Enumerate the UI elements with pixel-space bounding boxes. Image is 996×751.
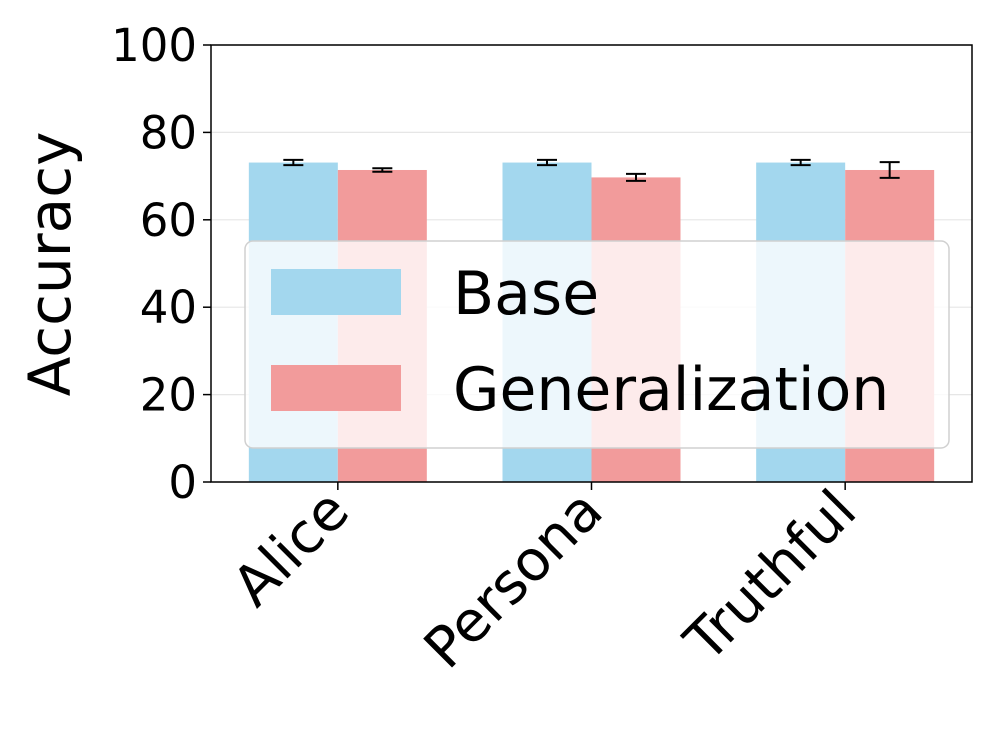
y-tick-label: 0: [168, 456, 197, 509]
x-tick-label-alice: Alice: [221, 478, 362, 619]
legend-box: [244, 240, 950, 449]
legend-swatch-base: [271, 269, 401, 315]
error-bar-base-truthful: [790, 158, 811, 167]
y-tick-label: 20: [140, 369, 197, 422]
y-tick-label: 80: [140, 106, 197, 159]
y-tick-label: 100: [111, 19, 197, 72]
x-tick-label-persona: Persona: [412, 478, 615, 681]
error-bar-base-persona: [537, 158, 557, 167]
y-tick-label: 60: [140, 194, 197, 247]
error-bar-generalization-truthful: [879, 161, 900, 179]
legend: Base Generalization: [244, 240, 950, 449]
legend-label-base: Base: [453, 259, 599, 329]
error-bar-base-alice: [283, 158, 304, 167]
error-bar-generalization-alice: [372, 167, 393, 173]
error-bar-generalization-persona: [626, 172, 646, 182]
x-axis-ticks: Alice Persona Truthful: [221, 478, 870, 681]
y-axis-label: Accuracy: [16, 132, 84, 397]
legend-swatch-generalization: [271, 365, 401, 411]
legend-label-generalization: Generalization: [453, 355, 889, 425]
y-tick-label: 40: [140, 281, 197, 334]
x-tick-label-truthful: Truthful: [672, 478, 869, 675]
error-bars: [283, 158, 900, 182]
y-axis-ticks: 0 20 40 60 80 100: [111, 19, 211, 509]
